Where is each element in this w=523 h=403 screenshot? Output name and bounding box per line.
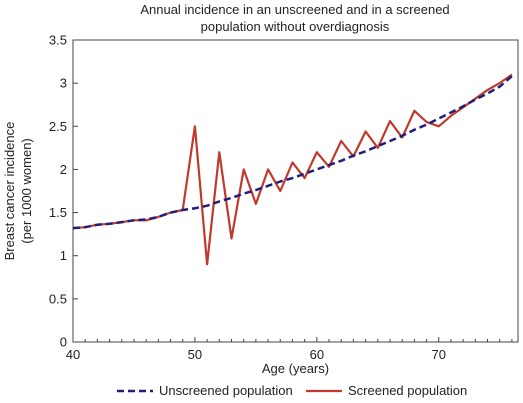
y-tick-label: 3.5 [49,33,67,48]
plot-series [72,73,513,266]
x-tick-label: 50 [188,347,202,362]
x-tick-label: 60 [310,347,324,362]
y-axis-label-line-1: Breast cancer incidence [2,122,17,261]
y-tick-label: 1.5 [49,205,67,220]
y-tick-label: 1 [60,248,67,263]
plot-frame [72,39,519,343]
x-tick-label: 40 [66,347,80,362]
plot-axes [72,39,519,343]
y-axis-label-line-2: (per 1000 women) [19,138,34,244]
y-tick-label: 3 [60,76,67,91]
chart-title-line-2: population without overdiagnosis [201,19,390,34]
screened-series-line [72,73,513,266]
y-tick-label: 0 [60,335,67,350]
legend-label: Unscreened population [159,383,293,398]
chart-title-line-1: Annual incidence in an unscreened and in… [140,2,449,17]
legend-item-screened: Screened population [306,383,467,398]
y-axis-ticks: 0 0.5 1 1.5 2 2.5 3 3.5 [49,33,78,350]
legend-label: Screened population [348,383,467,398]
y-tick-label: 0.5 [49,291,67,306]
legend-item-unscreened: Unscreened population [117,383,293,398]
x-tick-label: 70 [432,347,446,362]
y-tick-label: 2.5 [49,119,67,134]
y-tick-label: 2 [60,162,67,177]
chart-title: Annual incidence in an unscreened and in… [140,2,449,34]
unscreened-series-line [72,75,513,230]
legend: Unscreened population Screened population [117,383,467,398]
y-axis-label: Breast cancer incidence (per 1000 women) [2,122,34,261]
x-axis-label: Age (years) [262,361,329,376]
x-axis-ticks: 40 50 60 70 [66,337,513,362]
